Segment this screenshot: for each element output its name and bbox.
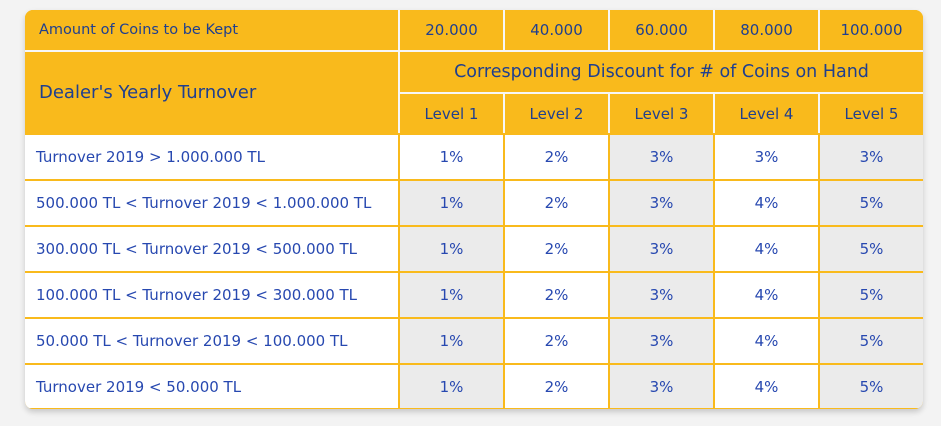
coins-kept-label: Amount of Coins to be Kept xyxy=(25,10,398,50)
turnover-range: 50.000 TL < Turnover 2019 < 100.000 TL xyxy=(25,317,398,363)
discount-cell: 2% xyxy=(503,133,608,179)
table-row: 500.000 TL < Turnover 2019 < 1.000.000 T… xyxy=(25,179,923,225)
discount-cell: 3% xyxy=(608,317,713,363)
discount-cell: 1% xyxy=(398,271,503,317)
discount-cell: 1% xyxy=(398,317,503,363)
coin-amount-4: 80.000 xyxy=(713,10,818,50)
discount-cell: 1% xyxy=(398,363,503,408)
discount-cell: 3% xyxy=(608,271,713,317)
discount-table-container: Amount of Coins to be Kept 20.000 40.000… xyxy=(25,10,923,409)
discount-cell: 2% xyxy=(503,225,608,271)
discount-cell: 3% xyxy=(608,225,713,271)
discount-cell: 1% xyxy=(398,133,503,179)
turnover-range: Turnover 2019 > 1.000.000 TL xyxy=(25,133,398,179)
discount-cell: 1% xyxy=(398,225,503,271)
turnover-range: 300.000 TL < Turnover 2019 < 500.000 TL xyxy=(25,225,398,271)
turnover-range: 100.000 TL < Turnover 2019 < 300.000 TL xyxy=(25,271,398,317)
discount-cell: 5% xyxy=(818,317,923,363)
discount-cell: 3% xyxy=(608,363,713,408)
coin-amount-3: 60.000 xyxy=(608,10,713,50)
turnover-range: 500.000 TL < Turnover 2019 < 1.000.000 T… xyxy=(25,179,398,225)
discount-cell: 4% xyxy=(713,271,818,317)
coin-amount-2: 40.000 xyxy=(503,10,608,50)
discount-cell: 5% xyxy=(818,179,923,225)
level-header-5: Level 5 xyxy=(818,94,923,133)
discount-cell: 4% xyxy=(713,317,818,363)
discount-cell: 2% xyxy=(503,317,608,363)
table-row: Turnover 2019 > 1.000.000 TL 1% 2% 3% 3%… xyxy=(25,133,923,179)
discount-cell: 3% xyxy=(818,133,923,179)
discount-cell: 2% xyxy=(503,271,608,317)
discount-title-row: Dealer's Yearly Turnover Corresponding D… xyxy=(25,50,923,133)
discount-cell: 5% xyxy=(818,363,923,408)
coin-amount-5: 100.000 xyxy=(818,10,923,50)
coin-amount-1: 20.000 xyxy=(398,10,503,50)
table-row: 50.000 TL < Turnover 2019 < 100.000 TL 1… xyxy=(25,317,923,363)
discount-title: Corresponding Discount for # of Coins on… xyxy=(398,50,923,94)
table-row: 300.000 TL < Turnover 2019 < 500.000 TL … xyxy=(25,225,923,271)
levels-header-row: Level 1 Level 2 Level 3 Level 4 Level 5 xyxy=(25,94,923,133)
level-header-4: Level 4 xyxy=(713,94,818,133)
discount-cell: 3% xyxy=(713,133,818,179)
level-header-1: Level 1 xyxy=(398,94,503,133)
coins-header-row: Amount of Coins to be Kept 20.000 40.000… xyxy=(25,10,923,50)
discount-cell: 2% xyxy=(503,179,608,225)
discount-cell: 4% xyxy=(713,363,818,408)
discount-cell: 4% xyxy=(713,225,818,271)
discount-cell: 5% xyxy=(818,225,923,271)
discount-cell: 4% xyxy=(713,179,818,225)
discount-cell: 1% xyxy=(398,179,503,225)
discount-cell: 5% xyxy=(818,271,923,317)
table-row: Turnover 2019 < 50.000 TL 1% 2% 3% 4% 5% xyxy=(25,363,923,408)
discount-table: Amount of Coins to be Kept 20.000 40.000… xyxy=(25,10,923,408)
level-header-2: Level 2 xyxy=(503,94,608,133)
discount-cell: 3% xyxy=(608,179,713,225)
yearly-turnover-header: Dealer's Yearly Turnover xyxy=(25,50,398,133)
discount-cell: 3% xyxy=(608,133,713,179)
discount-cell: 2% xyxy=(503,363,608,408)
level-header-3: Level 3 xyxy=(608,94,713,133)
turnover-range: Turnover 2019 < 50.000 TL xyxy=(25,363,398,408)
table-row: 100.000 TL < Turnover 2019 < 300.000 TL … xyxy=(25,271,923,317)
